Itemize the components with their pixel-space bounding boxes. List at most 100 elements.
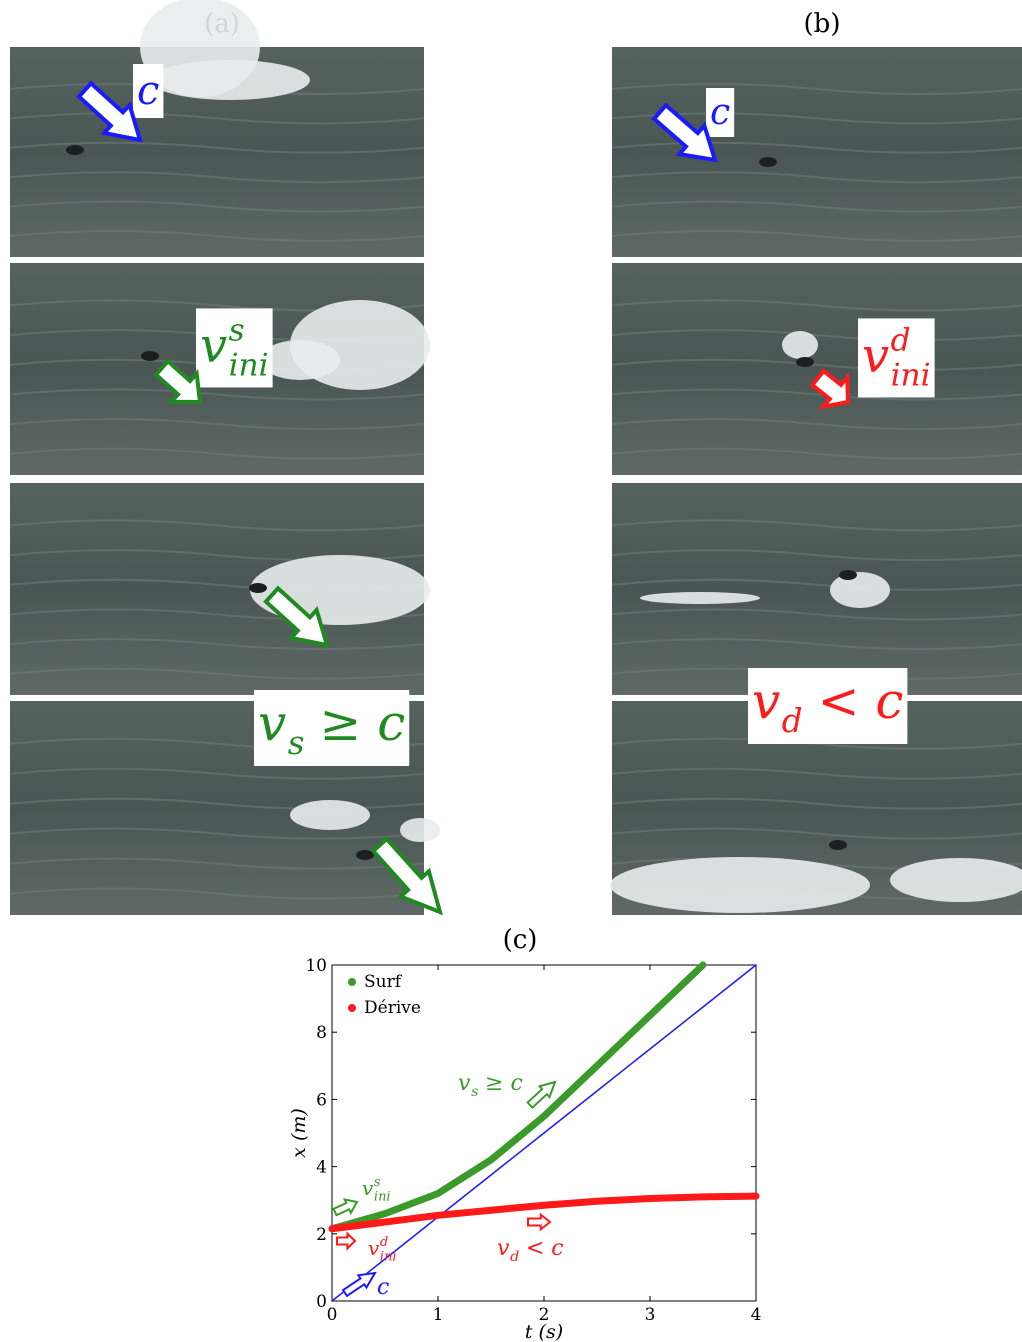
y-tick-label: 8	[316, 1023, 327, 1043]
swell	[611, 171, 1022, 184]
swell	[611, 299, 1022, 312]
label-base: v	[368, 1236, 380, 1260]
label-box	[748, 668, 908, 744]
x-tick-label: 0	[327, 1305, 338, 1325]
panel-title: (b)	[804, 9, 841, 39]
label-rest: ≥ c	[319, 694, 405, 752]
y-tick-label: 6	[316, 1090, 327, 1110]
math-label: c	[706, 88, 735, 137]
swell	[611, 200, 1022, 213]
arrow	[526, 1080, 557, 1109]
swell	[611, 388, 1022, 401]
legend-marker	[348, 978, 356, 986]
swell	[9, 887, 425, 900]
label-rest: ≥ c	[485, 1071, 523, 1096]
swell	[611, 767, 1022, 780]
arrow	[336, 1231, 357, 1251]
arrow	[651, 102, 718, 163]
swell	[9, 857, 425, 870]
label-sub: ini	[229, 347, 269, 383]
label-rest: < c	[526, 1236, 564, 1261]
arrow	[332, 1198, 359, 1217]
label-base: c	[710, 92, 730, 133]
swell	[611, 827, 1022, 840]
swell	[9, 230, 425, 242]
legend-label: Surf	[364, 972, 403, 992]
swell	[9, 638, 425, 651]
foam	[150, 60, 310, 100]
arrow	[153, 358, 203, 405]
swell	[611, 638, 1022, 651]
label-sub: ini	[380, 1250, 397, 1265]
math-label: c	[377, 1275, 389, 1300]
label-base: c	[137, 68, 159, 114]
surfer	[141, 351, 159, 361]
swell	[611, 141, 1022, 154]
arrow	[341, 1271, 377, 1298]
label-sup: s	[374, 1175, 381, 1190]
label-box	[706, 88, 735, 137]
math-label: v d < c	[497, 1236, 564, 1265]
foam	[400, 818, 440, 842]
arrow	[370, 836, 443, 916]
surfer	[66, 145, 84, 155]
foam	[890, 858, 1022, 902]
swell	[9, 171, 425, 184]
swell	[9, 667, 425, 680]
label-rest: < c	[818, 672, 904, 730]
foam	[290, 800, 370, 830]
surfer	[796, 357, 814, 367]
y-tick-label: 10	[305, 956, 327, 976]
swell	[9, 112, 425, 125]
label-sub: ini	[374, 1190, 391, 1205]
swell	[611, 358, 1022, 371]
label-sub: ini	[891, 357, 931, 393]
label-sub: s	[288, 724, 305, 762]
swell	[9, 519, 425, 532]
math-label: v d < c	[748, 668, 908, 744]
label-box	[254, 690, 410, 766]
arrow	[263, 585, 330, 648]
foam	[610, 857, 870, 913]
label-sup: s	[229, 312, 245, 348]
swell	[9, 418, 425, 431]
swell	[611, 608, 1022, 621]
label-base: v	[200, 318, 227, 374]
surfer	[356, 850, 374, 860]
math-label: v s ≥ c	[254, 690, 410, 766]
swell	[9, 141, 425, 154]
label-sub: d	[510, 1249, 519, 1265]
x-tick-label: 3	[645, 1305, 656, 1325]
swell	[9, 767, 425, 780]
label-sup: d	[380, 1235, 388, 1250]
series-line	[331, 964, 757, 1302]
chart-title: (c)	[503, 925, 538, 955]
math-label: c	[133, 64, 164, 118]
series-line	[328, 961, 707, 1233]
arrow	[809, 368, 851, 410]
surfer	[839, 570, 857, 580]
foam	[830, 572, 890, 608]
label-base: v	[458, 1071, 471, 1096]
label-base: c	[377, 1275, 389, 1300]
arrow	[76, 80, 143, 143]
swell	[9, 200, 425, 213]
label-box	[858, 318, 935, 398]
label-box	[133, 64, 164, 118]
math-label: v s ≥ c	[458, 1071, 523, 1100]
legend-label: Dérive	[364, 998, 421, 1018]
x-tick-label: 2	[539, 1305, 550, 1325]
label-base: v	[862, 328, 889, 384]
swell	[611, 418, 1022, 431]
surfer	[249, 583, 267, 593]
legend-marker	[348, 1004, 356, 1012]
label-sub: d	[782, 702, 803, 740]
swell	[611, 83, 1022, 95]
x-tick-label: 1	[433, 1305, 444, 1325]
label-base: v	[497, 1236, 510, 1261]
